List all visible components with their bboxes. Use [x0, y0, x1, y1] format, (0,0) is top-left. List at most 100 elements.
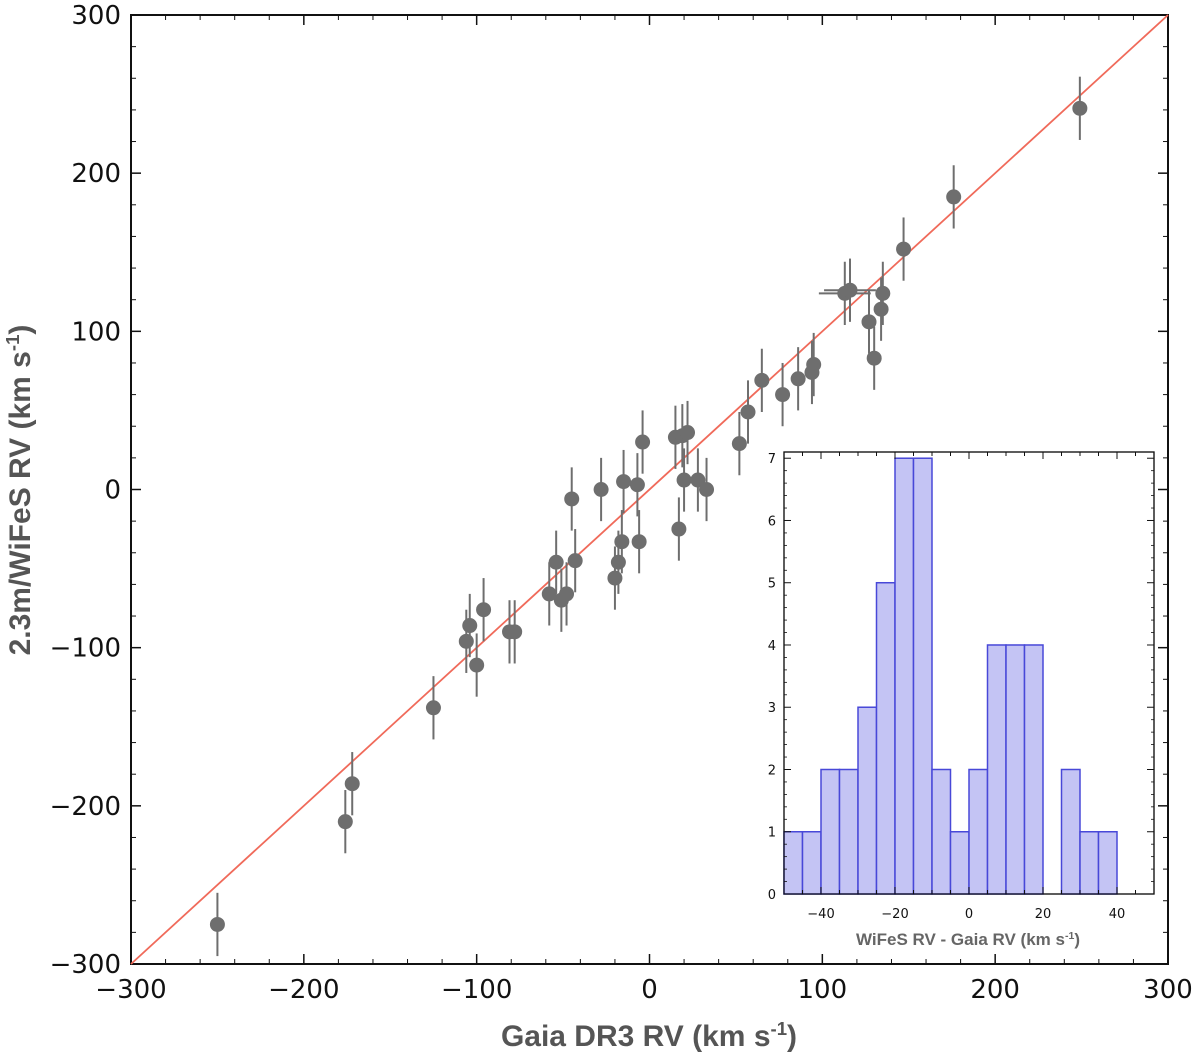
histogram-bar — [1005, 644, 1026, 895]
histogram-bar — [1060, 768, 1081, 895]
point-marker — [671, 521, 687, 537]
inset-y-tick-label: 2 — [768, 763, 776, 778]
data-point — [775, 362, 791, 427]
histogram-bar — [1023, 644, 1044, 895]
data-point — [676, 448, 692, 512]
x-tick-label: 200 — [970, 975, 1020, 1005]
point-marker — [631, 534, 647, 550]
x-tick-label: 300 — [1143, 975, 1193, 1005]
inset-x-tick-label: −40 — [807, 907, 834, 922]
point-marker — [740, 404, 756, 420]
point-marker — [607, 570, 623, 586]
point-marker — [873, 301, 889, 317]
x-tick-label: 0 — [641, 975, 658, 1005]
histogram-bar — [1097, 830, 1118, 895]
inset-y-tick-label: 6 — [768, 514, 776, 529]
point-marker — [875, 285, 891, 301]
y-axis-title: 2.3m/WiFeS RV (km s-1) — [2, 325, 37, 656]
data-point — [616, 449, 632, 514]
data-point — [462, 593, 478, 658]
histogram-bar — [1079, 830, 1100, 895]
histogram-bar — [801, 830, 822, 895]
data-point — [548, 530, 564, 594]
data-point — [593, 457, 609, 522]
data-point — [567, 529, 583, 593]
point-marker — [507, 624, 523, 640]
point-marker — [680, 425, 696, 441]
y-tick-label: −300 — [50, 950, 121, 980]
point-marker — [425, 700, 441, 716]
data-point — [559, 562, 575, 626]
histogram-bar — [838, 768, 859, 895]
data-point — [690, 448, 706, 512]
one-to-one-line — [130, 14, 1169, 965]
point-marker — [861, 314, 877, 330]
point-marker — [676, 472, 692, 488]
inset-x-tick-label: 0 — [965, 907, 973, 922]
data-point — [824, 258, 876, 322]
histogram-bar — [931, 768, 952, 895]
y-tick-label: 300 — [71, 1, 121, 31]
histogram-bar — [857, 706, 878, 895]
data-point — [699, 457, 715, 522]
inset-y-tick-label: 4 — [768, 639, 776, 654]
data-point — [629, 453, 645, 517]
inset-y-tick-label: 3 — [768, 701, 776, 716]
point-marker — [458, 633, 474, 649]
data-point — [541, 562, 557, 626]
data-point — [564, 467, 580, 531]
y-tick-label: −100 — [50, 634, 121, 664]
inset-y-tick-label: 5 — [768, 577, 776, 592]
histogram-bar — [783, 830, 804, 895]
data-point — [790, 347, 806, 411]
data-point — [344, 752, 360, 816]
point-marker — [344, 776, 360, 792]
data-point — [731, 411, 747, 476]
point-marker — [699, 482, 715, 497]
inset-x-tick-label: 40 — [1109, 907, 1126, 922]
point-marker — [337, 814, 353, 830]
point-marker — [209, 916, 225, 932]
x-tick-label: −100 — [441, 975, 512, 1005]
data-point — [896, 217, 912, 281]
x-tick-label: −300 — [95, 975, 166, 1005]
data-point — [1072, 76, 1088, 140]
point-marker — [476, 602, 492, 618]
histogram-bar — [968, 768, 989, 895]
point-marker — [629, 477, 645, 493]
point-marker — [842, 282, 858, 298]
histogram-bar — [986, 644, 1007, 895]
point-marker — [806, 357, 822, 373]
point-marker — [946, 189, 962, 205]
histogram-bars — [783, 457, 1118, 895]
point-marker — [1072, 100, 1088, 116]
point-marker — [775, 387, 791, 403]
data-point — [469, 633, 485, 697]
inset-frame — [783, 451, 1155, 895]
main-minor-ticks — [131, 15, 1168, 964]
point-marker — [548, 554, 564, 570]
data-point — [614, 510, 630, 574]
data-point — [631, 510, 647, 574]
data-point — [740, 380, 756, 444]
inset-y-tick-label: 0 — [768, 888, 776, 903]
histogram-bar — [894, 457, 915, 895]
point-marker — [616, 474, 632, 490]
point-marker — [690, 472, 706, 488]
point-marker — [731, 436, 747, 452]
y-tick-label: 100 — [71, 317, 121, 347]
histogram-bar — [949, 830, 970, 895]
x-tick-label: 100 — [798, 975, 848, 1005]
point-marker — [866, 350, 882, 366]
point-marker — [610, 554, 626, 570]
point-marker — [469, 657, 485, 673]
x-tick-label: −200 — [268, 975, 339, 1005]
data-point — [875, 261, 891, 326]
data-point — [680, 400, 696, 465]
y-tick-label: 200 — [71, 159, 121, 189]
data-point — [866, 326, 882, 390]
inset-x-tick-label: 20 — [1035, 907, 1052, 922]
inset-x-tick-label: −20 — [881, 907, 908, 922]
main-major-ticks: −300 −200 −100 0 100 200 300−300−200−100010020… — [50, 1, 1193, 1005]
